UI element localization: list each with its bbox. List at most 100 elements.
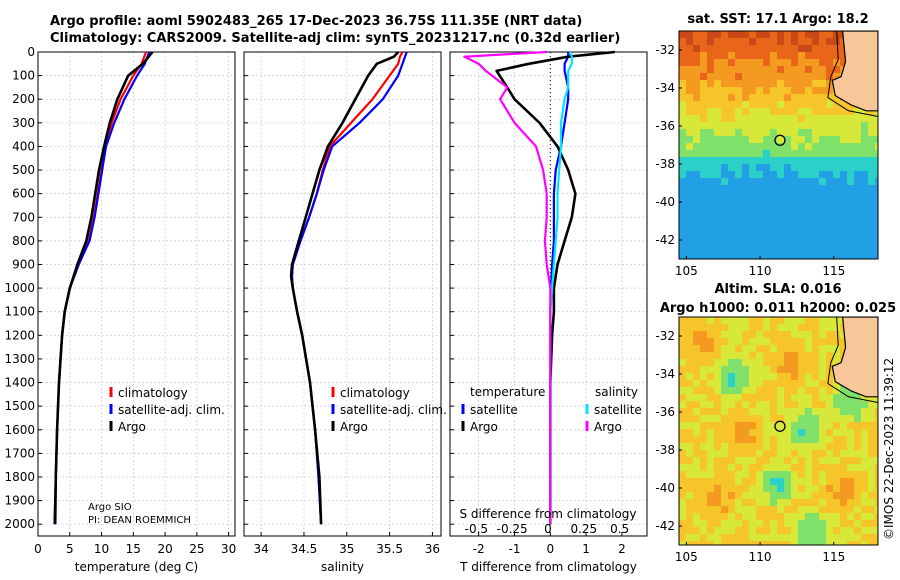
map-cell bbox=[826, 31, 834, 39]
map-cell bbox=[735, 122, 743, 130]
map-cell bbox=[763, 80, 771, 88]
map-cell bbox=[756, 122, 764, 130]
map-cell bbox=[707, 185, 715, 193]
map-cell bbox=[805, 115, 813, 123]
map-cell bbox=[833, 541, 841, 545]
map-cell bbox=[735, 499, 743, 507]
map-cell bbox=[770, 499, 778, 507]
map-cell bbox=[854, 541, 862, 545]
map-cell bbox=[826, 248, 834, 256]
map-cell bbox=[728, 492, 736, 500]
map-cell bbox=[770, 450, 778, 458]
map-cell bbox=[791, 45, 799, 53]
map-cell bbox=[679, 80, 687, 88]
map-cell bbox=[777, 345, 785, 353]
map-cell bbox=[833, 45, 841, 53]
map-cell bbox=[847, 171, 855, 179]
map-cell bbox=[728, 317, 736, 325]
y-tick-label: 1800 bbox=[4, 470, 35, 484]
map-cell bbox=[868, 255, 876, 259]
map-cell bbox=[700, 422, 708, 430]
map-cell bbox=[840, 157, 848, 165]
map-cell bbox=[693, 213, 701, 221]
map-cell bbox=[826, 122, 834, 130]
map-cell bbox=[819, 478, 827, 486]
map-cell bbox=[833, 227, 841, 235]
map-cell bbox=[693, 359, 701, 367]
map-cell bbox=[819, 52, 827, 60]
map-cell bbox=[693, 31, 701, 39]
map-cell bbox=[777, 45, 785, 53]
map-cell bbox=[721, 52, 729, 60]
map-cell bbox=[714, 534, 722, 542]
map-cell bbox=[854, 157, 862, 165]
map-cell bbox=[812, 317, 820, 325]
map-cell bbox=[714, 87, 722, 95]
map-cell bbox=[875, 450, 878, 458]
map-cell bbox=[805, 471, 813, 479]
map-cell bbox=[679, 255, 687, 259]
map-cell bbox=[812, 143, 820, 151]
map-cell bbox=[693, 45, 701, 53]
map-cell bbox=[749, 38, 757, 46]
map-cell bbox=[875, 192, 878, 200]
map-cell bbox=[805, 101, 813, 109]
map-cell bbox=[735, 73, 743, 81]
map-cell bbox=[749, 408, 757, 416]
map-cell bbox=[798, 317, 806, 325]
map-cell bbox=[812, 359, 820, 367]
map-cell bbox=[714, 178, 722, 186]
map-cell bbox=[756, 520, 764, 528]
map-cell bbox=[847, 178, 855, 186]
map-cell bbox=[854, 143, 862, 151]
map-cell bbox=[819, 324, 827, 332]
map-cell bbox=[777, 499, 785, 507]
map-cell bbox=[721, 513, 729, 521]
map-x-tick-label: 110 bbox=[749, 264, 772, 278]
map-cell bbox=[735, 227, 743, 235]
map-cell bbox=[686, 185, 694, 193]
map-cell bbox=[728, 108, 736, 116]
map-cell bbox=[819, 129, 827, 137]
map-cell bbox=[812, 80, 820, 88]
map-cell bbox=[847, 527, 855, 535]
map-cell bbox=[812, 157, 820, 165]
map-cell bbox=[791, 429, 799, 437]
map-cell bbox=[812, 234, 820, 242]
map-cell bbox=[770, 527, 778, 535]
map-cell bbox=[861, 478, 869, 486]
map-cell bbox=[756, 101, 764, 109]
map-cell bbox=[749, 150, 757, 158]
map-cell bbox=[777, 415, 785, 423]
map-cell bbox=[798, 220, 806, 228]
map-cell bbox=[791, 450, 799, 458]
map-cell bbox=[693, 255, 701, 259]
map-cell bbox=[686, 122, 694, 130]
map-cell bbox=[700, 150, 708, 158]
map-cell bbox=[735, 443, 743, 451]
map-cell bbox=[847, 492, 855, 500]
map-cell bbox=[826, 52, 834, 60]
map-cell bbox=[770, 443, 778, 451]
map-cell bbox=[833, 429, 841, 437]
map-cell bbox=[686, 129, 694, 137]
map-cell bbox=[826, 255, 834, 259]
isobath-line bbox=[827, 31, 878, 117]
map-cell bbox=[742, 87, 750, 95]
map-cell bbox=[770, 478, 778, 486]
map-cell bbox=[819, 150, 827, 158]
map-cell bbox=[749, 499, 757, 507]
map-cell bbox=[721, 401, 729, 409]
map-cell bbox=[826, 457, 834, 465]
map-cell bbox=[875, 115, 878, 123]
map-cell bbox=[714, 31, 722, 39]
map-cell bbox=[749, 255, 757, 259]
series-line-argo bbox=[53, 51, 154, 525]
map-cell bbox=[784, 234, 792, 242]
map-cell bbox=[847, 108, 855, 116]
map-cell bbox=[798, 255, 806, 259]
map-cell bbox=[805, 380, 813, 388]
map-cell bbox=[784, 415, 792, 423]
map-cell bbox=[693, 136, 701, 144]
